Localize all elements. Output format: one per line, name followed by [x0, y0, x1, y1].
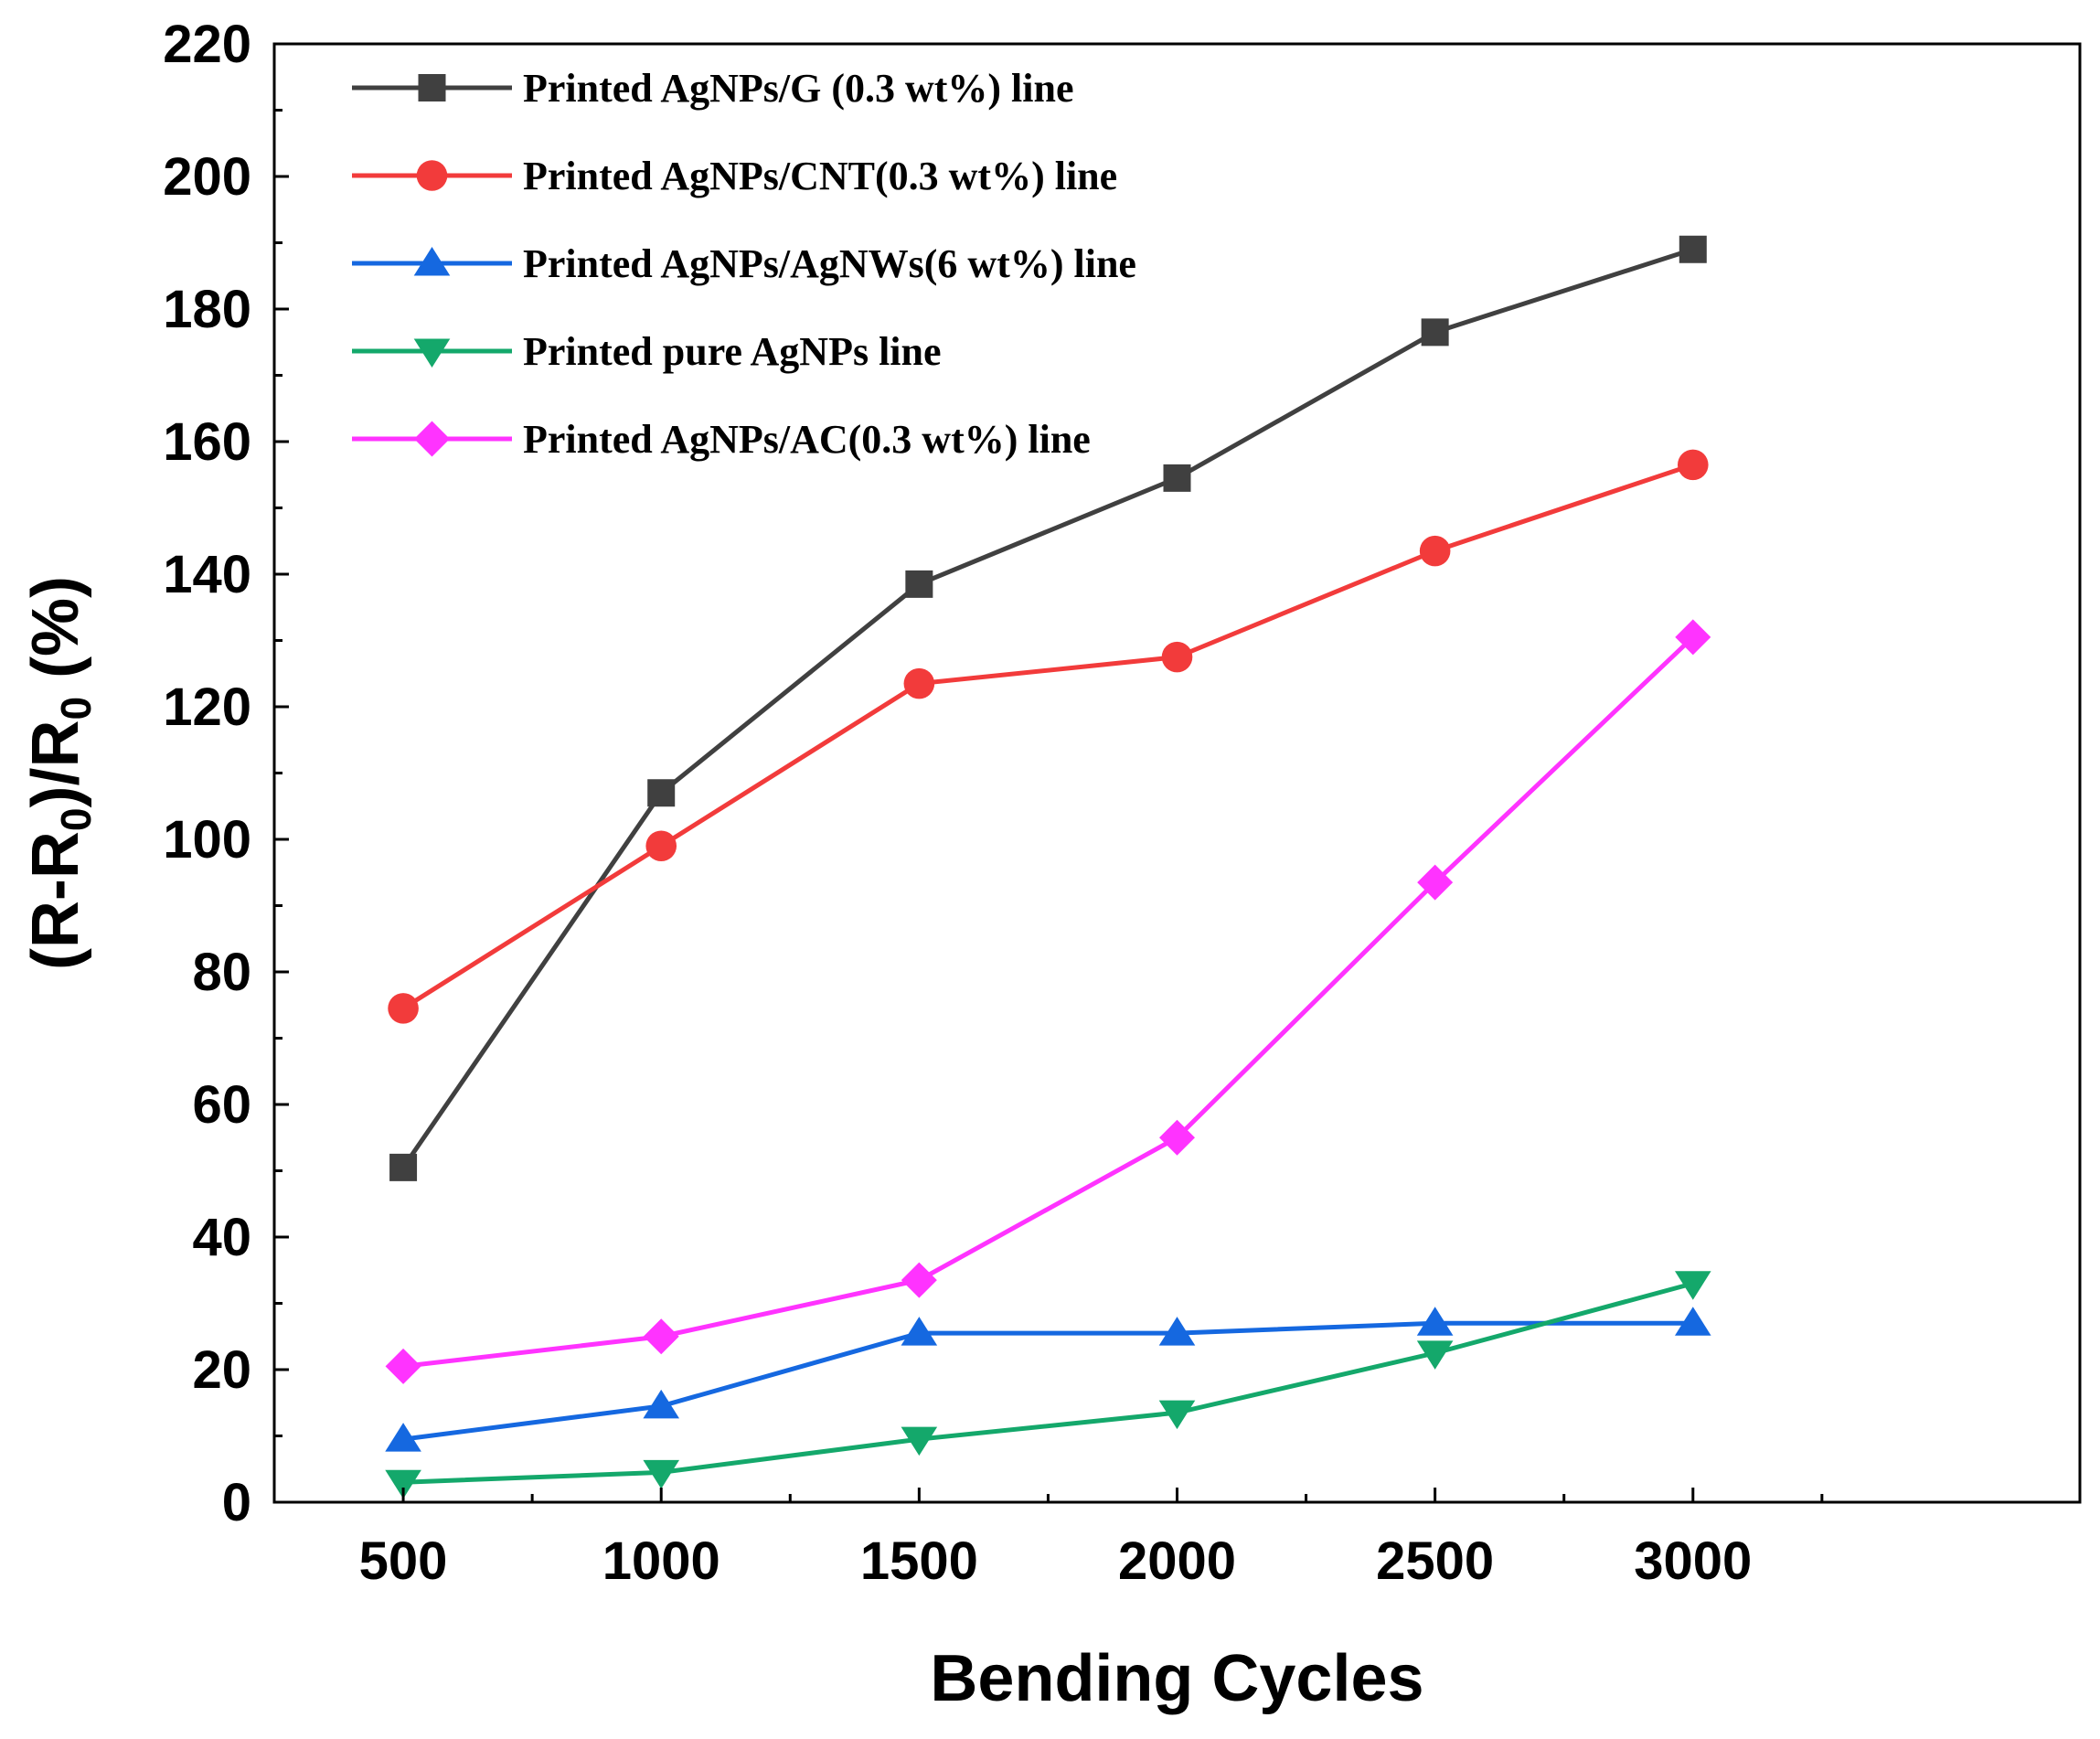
y-axis-title-subscript: 0: [52, 808, 100, 832]
data-point: [1416, 1340, 1454, 1370]
legend-label: Printed AgNPs/AgNWs(6 wt%) line: [523, 241, 1136, 286]
legend-marker: [416, 160, 448, 191]
data-point: [647, 779, 676, 807]
legend-marker: [413, 338, 451, 368]
series-group: [385, 619, 1711, 1384]
legend-label: Printed pure AgNPs line: [523, 329, 942, 374]
legend: Printed AgNPs/G (0.3 wt%) line Printed Ag…: [352, 66, 1136, 462]
y-axis-title: (R-R0)/R0 (%): [19, 576, 100, 970]
legend-label: Printed AgNPs/CNT(0.3 wt%) line: [523, 154, 1117, 198]
series-line: [401, 247, 1694, 1169]
data-point: [1158, 1400, 1196, 1430]
data-point: [385, 1423, 421, 1452]
data-point: [1675, 619, 1711, 656]
x-tick-label: 2000: [1118, 1531, 1236, 1591]
legend-item: Printed AgNPs/AC(0.3 wt%) line: [352, 417, 1091, 462]
y-tick-label: 0: [222, 1473, 251, 1532]
legend-item: Printed AgNPs/AgNWs(6 wt%) line: [352, 241, 1136, 286]
series-group: [385, 1307, 1711, 1452]
y-axis-title-part: (%): [19, 576, 92, 697]
y-tick-label: 40: [192, 1208, 251, 1267]
data-point: [645, 830, 677, 862]
x-tick-label: 1000: [602, 1531, 720, 1591]
legend-marker: [414, 421, 450, 457]
y-axis-title-part: )/R: [19, 720, 92, 808]
legend-label: Printed AgNPs/G (0.3 wt%) line: [523, 66, 1074, 111]
data-point: [905, 570, 933, 598]
data-point: [901, 1317, 938, 1346]
y-tick-label: 180: [163, 280, 251, 339]
data-point: [385, 1469, 421, 1499]
series-group: [385, 1271, 1711, 1499]
data-point: [903, 667, 935, 699]
legend-marker: [418, 74, 446, 101]
y-tick-label: 60: [192, 1075, 251, 1135]
y-tick-label: 100: [163, 810, 251, 870]
data-point: [1417, 864, 1454, 901]
data-point: [1159, 1119, 1195, 1156]
data-point: [1161, 641, 1193, 673]
data-point: [1419, 535, 1451, 567]
data-point: [643, 1459, 680, 1489]
data-point: [1416, 1307, 1454, 1336]
data-point: [385, 1348, 421, 1384]
y-tick-label: 200: [163, 147, 251, 207]
data-point: [901, 1262, 937, 1298]
legend-item: Printed AgNPs/G (0.3 wt%) line: [352, 66, 1074, 111]
data-point: [1677, 449, 1709, 481]
legend-item: Printed AgNPs/CNT(0.3 wt%) line: [352, 154, 1117, 198]
data-point: [1421, 318, 1449, 347]
series-line: [402, 1281, 1694, 1485]
y-tick-label: 20: [192, 1340, 251, 1400]
data-point: [1674, 1271, 1711, 1300]
plot-frame: [272, 42, 2082, 1504]
y-axis-title-subscript: 0: [52, 697, 100, 720]
data-point: [643, 1318, 679, 1355]
y-tick-label: 80: [192, 943, 251, 1002]
y-tick-label: 220: [163, 15, 251, 74]
x-tick-label: 3000: [1634, 1531, 1752, 1591]
legend-item: Printed pure AgNPs line: [352, 329, 942, 374]
data-point: [1674, 1307, 1711, 1336]
data-point: [643, 1389, 680, 1419]
y-tick-label: 160: [163, 412, 251, 472]
data-point: [389, 1153, 418, 1181]
data-point: [1158, 1317, 1196, 1346]
legend-label: Printed AgNPs/AC(0.3 wt%) line: [523, 417, 1091, 462]
legend-marker: [413, 247, 451, 276]
series-line: [401, 463, 1694, 1010]
y-tick-label: 140: [163, 545, 251, 604]
y-axis-title-part: (R-R: [19, 831, 92, 970]
x-axis-title: Bending Cycles: [930, 1642, 1423, 1715]
plot-layer: [385, 235, 1711, 1499]
data-point: [388, 993, 419, 1024]
series-group: [388, 449, 1709, 1024]
series-line: [402, 635, 1695, 1369]
series-line: [402, 1320, 1693, 1442]
data-point: [901, 1426, 938, 1456]
x-tick-label: 500: [359, 1531, 448, 1591]
ticks-layer: 0 20 40 60 80 100 120 140 160 180 200 220 500 1000 150…: [163, 15, 1824, 1591]
x-tick-label: 1500: [860, 1531, 978, 1591]
series-group: [389, 235, 1707, 1181]
data-point: [1163, 464, 1191, 492]
x-tick-label: 2500: [1376, 1531, 1494, 1591]
data-point: [1679, 235, 1707, 263]
y-tick-label: 120: [163, 677, 251, 737]
